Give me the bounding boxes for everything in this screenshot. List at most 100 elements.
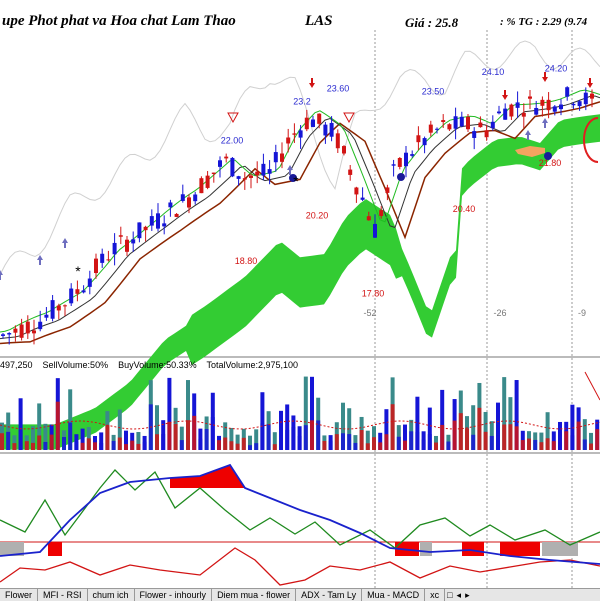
price-annotation: 23.2 xyxy=(293,96,311,106)
volume-sub-bar xyxy=(403,440,407,450)
tab-xc[interactable]: xc xyxy=(425,589,446,601)
oscillator-histogram-bar xyxy=(48,542,62,556)
candle-body xyxy=(428,124,433,133)
volume-sub-bar xyxy=(241,437,246,450)
buy-arrow-icon xyxy=(542,118,548,128)
volume-sub-bar xyxy=(409,431,414,450)
tab-mfi-rsi[interactable]: MFI - RSI xyxy=(38,589,88,601)
tab-diem-mua-flower[interactable]: Diem mua - flower xyxy=(212,589,297,601)
candle-body xyxy=(199,178,204,194)
tab-scroll-right-icon[interactable]: ▸ xyxy=(465,590,470,600)
candle-body xyxy=(373,223,377,238)
candle-body xyxy=(143,226,148,231)
price-annotation: 23.60 xyxy=(327,83,350,93)
volume-bar xyxy=(31,426,35,450)
volume-bar xyxy=(496,402,500,450)
candle-body xyxy=(100,253,105,263)
volume-bar xyxy=(155,405,159,450)
volume-sub-bar xyxy=(508,424,513,450)
volume-sub-bar xyxy=(272,444,277,450)
candle-body xyxy=(286,137,291,144)
volume-bar xyxy=(18,398,23,450)
volume-ma-line xyxy=(0,420,600,430)
volume-bar xyxy=(248,435,252,450)
candle-body xyxy=(540,99,545,106)
candle-body xyxy=(280,153,284,162)
candle-body xyxy=(397,158,402,167)
volume-sub-bar xyxy=(49,434,54,450)
volume-bar xyxy=(310,376,314,450)
volume-sub-bar xyxy=(353,442,358,450)
volume-sub-bar xyxy=(347,434,352,450)
ma-short-line xyxy=(0,89,600,333)
price-annotation: 20.20 xyxy=(306,210,329,220)
volume-bar xyxy=(589,432,593,450)
candle-body xyxy=(385,187,390,193)
day-offset-label: -9 xyxy=(578,308,586,318)
volume-sub-bar xyxy=(539,442,544,450)
volume-sub-bar xyxy=(142,441,147,450)
volume-bar xyxy=(508,397,513,450)
volume-sub-bar xyxy=(279,435,283,450)
volume-sub-bar xyxy=(161,434,166,450)
volume-sub-bar xyxy=(440,424,445,450)
tab-mua-macd[interactable]: Mua - MACD xyxy=(362,589,426,601)
buy-arrow-icon xyxy=(0,270,3,280)
candle-body xyxy=(25,321,30,334)
candle-body xyxy=(118,235,123,237)
oscillator-red-line xyxy=(0,547,600,586)
volume-bar xyxy=(12,435,17,450)
volume-annotation-line xyxy=(584,371,600,401)
volume-bar xyxy=(260,392,265,450)
volume-sub-bar xyxy=(520,440,525,450)
candle-body xyxy=(180,194,185,201)
volume-sub-bar xyxy=(217,440,221,450)
sell-arrow-icon xyxy=(309,78,315,88)
volume-sub-bar xyxy=(310,420,314,450)
ticker-label: LAS xyxy=(305,13,333,29)
volume-bar xyxy=(353,435,358,450)
candle-body xyxy=(590,93,594,99)
volume-sub-bar xyxy=(576,421,581,450)
candle-body xyxy=(69,288,74,304)
chart-canvas[interactable]: 22.00 23.2 23.60 23.50 24.10 24.20 18.80 20.20 1… xyxy=(0,0,600,588)
candle-body xyxy=(311,119,315,127)
volume-sub-bar xyxy=(124,444,128,450)
volume-bar xyxy=(68,389,73,450)
volume-bar xyxy=(545,412,550,450)
candle-body xyxy=(174,213,179,217)
volume-sub-bar xyxy=(31,442,35,450)
candle-body xyxy=(435,128,439,130)
volume-sub-bar xyxy=(415,431,420,450)
tab-scroll-left-icon[interactable]: ◂ xyxy=(456,590,462,600)
candle-body xyxy=(509,104,514,117)
volume-sub-bar xyxy=(198,438,203,450)
candle-body xyxy=(56,305,61,311)
volume-bar xyxy=(80,428,85,450)
warning-triangle-icon xyxy=(343,112,355,124)
candle-body xyxy=(528,96,532,99)
oscillator-blue-line xyxy=(0,463,600,565)
tab-chum-ich[interactable]: chum ich xyxy=(88,589,135,601)
candle-body xyxy=(366,216,371,221)
volume-sub-bar xyxy=(446,441,451,450)
tab-adx-tam-ly[interactable]: ADX - Tam Ly xyxy=(296,589,363,601)
candle-body xyxy=(106,259,111,261)
candle-body xyxy=(559,104,563,110)
candle-body xyxy=(63,305,67,307)
volume-sub-bar xyxy=(254,443,259,450)
candle-body xyxy=(416,135,421,143)
tab-flower[interactable]: Flower xyxy=(0,589,39,601)
candle-body xyxy=(44,314,49,318)
ma-mid-line xyxy=(0,95,600,340)
signal-one-icon xyxy=(397,173,405,181)
candle-body xyxy=(360,197,365,200)
volume-bar xyxy=(6,412,11,450)
volume-bar xyxy=(254,429,259,450)
lock-icon[interactable]: □ xyxy=(447,590,453,600)
candle-body xyxy=(552,106,557,112)
volume-bar xyxy=(223,422,228,450)
tab-flower-inhourly[interactable]: Flower - inhourly xyxy=(135,589,213,601)
volume-sub-bar xyxy=(6,431,11,450)
volume-sub-bar xyxy=(396,436,401,450)
